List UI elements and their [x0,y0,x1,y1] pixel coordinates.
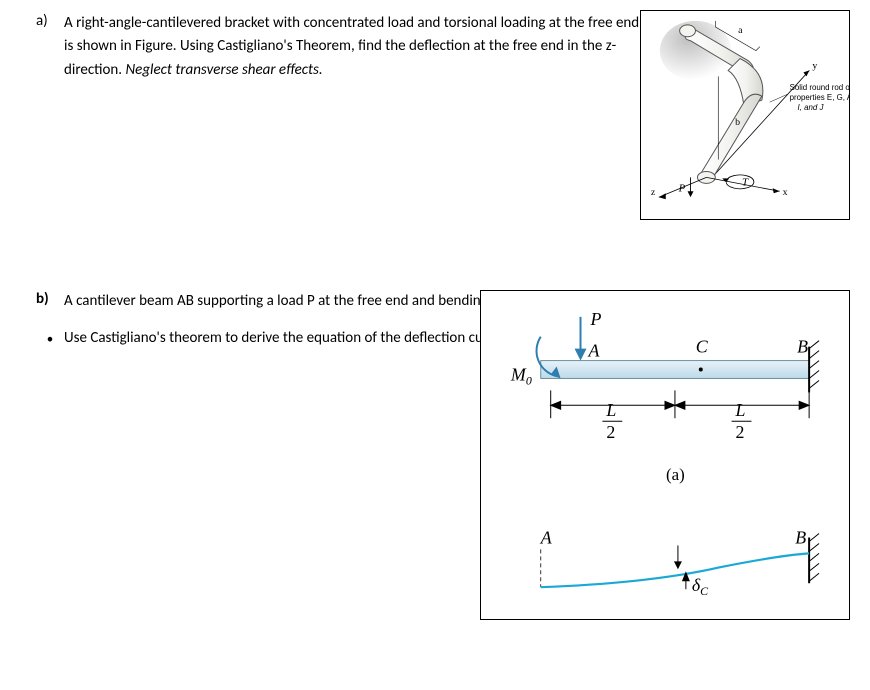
figure-a: y a b x z [640,10,850,220]
problem-a-text: A right-angle-cantilevered bracket with … [64,12,656,82]
page: a) A right-angle-cantilevered bracket wi… [0,0,870,690]
fig-a-P-label: P [678,182,686,194]
figure-a-svg: y a b x z [641,11,849,219]
fig-b-B: B [797,337,808,357]
fig-b-C: C [696,337,709,357]
fig-b-deltaC: δC [692,575,709,598]
fig-b-L1-bot: 2 [606,422,615,442]
problem-b-label: b) [36,290,64,308]
fig-b-L2-bot: 2 [736,422,745,442]
fig-b-M0: M0 [510,364,532,387]
fig-b-L2-top: L [735,400,746,420]
fig-a-y-label: y [812,60,817,71]
fig-a-T-label: T [742,176,749,188]
problem-a-italic: Neglect transverse shear effects. [126,61,323,79]
fig-b-P: P [589,309,601,329]
figure-b-svg: P M0 A C B [481,291,849,619]
fig-a-note2: properties E, G, A, [790,93,849,102]
fig-b-L1-top: L [605,400,616,420]
fig-a-x-label: x [783,187,788,198]
bullet-icon: • [36,327,64,347]
fig-b-A: A [587,341,599,361]
fig-a-note3: I, and J [797,103,824,112]
problem-a: a) A right-angle-cantilevered bracket wi… [36,12,656,82]
fig-a-note1: Solid round rod of [790,83,849,92]
fig-a-b-label: b [735,117,740,128]
fig-b-lower-A: A [540,527,552,547]
figure-b: P M0 A C B [480,290,850,620]
fig-a-z-label: z [651,187,656,198]
fig-b-panel-a-label: (a) [666,465,685,484]
fig-a-a-label: a [738,25,743,36]
problem-a-label: a) [36,12,64,30]
fig-b-lower-B: B [795,527,806,547]
